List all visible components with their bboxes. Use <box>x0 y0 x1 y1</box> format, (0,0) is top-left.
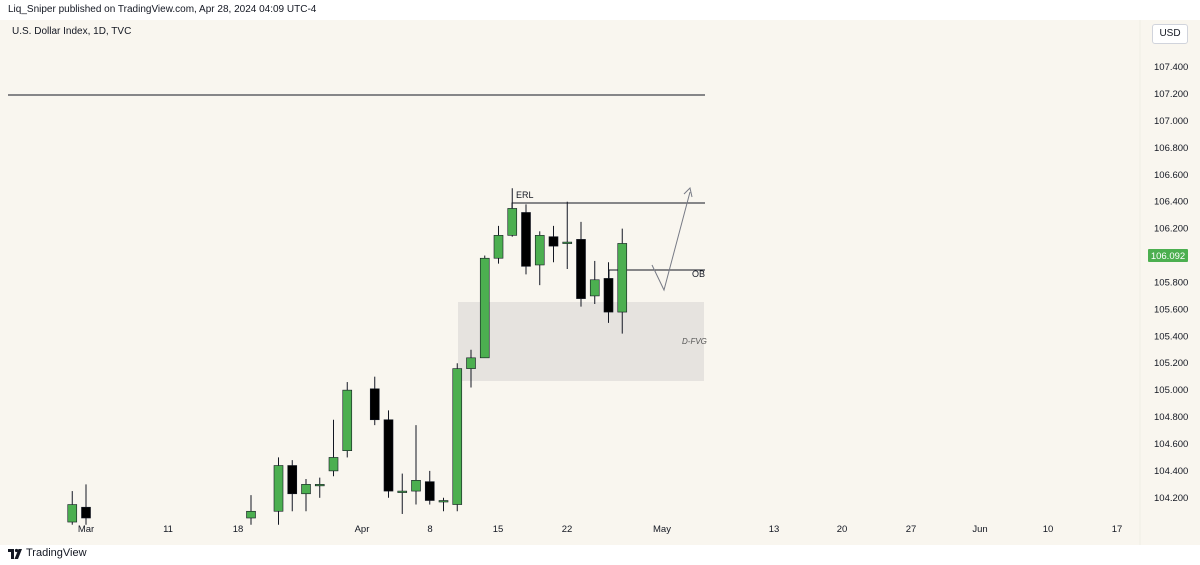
candles-group <box>67 188 628 525</box>
symbol-label[interactable]: U.S. Dollar Index, 1D, TVC <box>12 26 132 37</box>
time-tick-label: 18 <box>233 524 244 535</box>
fvg-label: D-FVG <box>682 337 707 346</box>
price-axis[interactable]: 107.600107.400107.200107.000106.800106.6… <box>1154 35 1188 504</box>
price-tick-label: 104.200 <box>1154 493 1188 504</box>
candle-up[interactable] <box>479 257 490 359</box>
time-tick-label: Jun <box>972 524 987 535</box>
price-tick-label: 105.000 <box>1154 385 1188 396</box>
currency-button[interactable]: USD <box>1152 24 1188 44</box>
price-tick-label: 107.400 <box>1154 62 1188 73</box>
time-tick-label: 15 <box>493 524 504 535</box>
candle-up[interactable] <box>534 235 545 266</box>
time-tick-label: 20 <box>837 524 848 535</box>
candle-down[interactable] <box>81 506 91 519</box>
time-tick-label: May <box>653 524 671 535</box>
projection-arrowhead <box>683 187 693 198</box>
time-tick-label: 10 <box>1043 524 1054 535</box>
price-tick-label: 105.800 <box>1154 277 1188 288</box>
candle-up[interactable] <box>314 484 325 487</box>
time-tick-label: 11 <box>163 524 173 535</box>
candle-up[interactable] <box>466 357 476 369</box>
fvg-zone <box>458 302 704 381</box>
price-tick-label: 106.600 <box>1154 170 1188 181</box>
candle-up[interactable] <box>452 368 463 505</box>
candle-up[interactable] <box>507 208 518 236</box>
time-tick-label: Mar <box>78 524 94 535</box>
erl-label: ERL <box>516 190 534 200</box>
price-tick-label: 105.400 <box>1154 331 1188 342</box>
candle-up[interactable] <box>438 500 449 503</box>
candle-down[interactable] <box>603 278 614 313</box>
candle-down[interactable] <box>521 212 531 267</box>
candle-down[interactable] <box>383 419 394 492</box>
candle-up[interactable] <box>589 279 600 297</box>
time-tick-label: 22 <box>562 524 573 535</box>
time-axis[interactable]: Mar 11 18 Apr 8 15 22 May 13 20 27 Jun 10 17 <box>78 524 1122 535</box>
time-tick-label: 8 <box>427 524 432 535</box>
candle-up[interactable] <box>342 389 353 452</box>
price-tick-label: 107.000 <box>1154 116 1188 127</box>
time-tick-label: 13 <box>769 524 780 535</box>
chart-area[interactable]: ERL OB D-FVG 107.600107.400107.200107.00… <box>0 20 1200 545</box>
candle-up[interactable] <box>411 480 421 492</box>
candle-down[interactable] <box>287 465 298 495</box>
price-tick-label: 107.200 <box>1154 89 1188 100</box>
price-tick-label: 104.400 <box>1154 466 1188 477</box>
time-tick-label: 27 <box>906 524 917 535</box>
price-tick-label: 106.800 <box>1154 143 1188 154</box>
brand-name[interactable]: TradingView <box>26 547 87 559</box>
candle-up[interactable] <box>246 510 256 519</box>
footer: TradingView <box>0 545 1200 565</box>
candle-down[interactable] <box>369 388 380 421</box>
price-tick-label: 106.200 <box>1154 224 1188 235</box>
price-tick-label: 105.200 <box>1154 358 1188 369</box>
candle-up[interactable] <box>273 465 284 512</box>
price-tick-label: 104.800 <box>1154 412 1188 423</box>
candle-up[interactable] <box>67 504 78 523</box>
candle-up[interactable] <box>397 490 408 493</box>
candle-down[interactable] <box>548 236 559 247</box>
candle-down[interactable] <box>424 481 435 501</box>
current-price-label: 106.092 <box>1151 251 1185 262</box>
candle-down[interactable] <box>576 239 586 299</box>
candle-up[interactable] <box>301 484 311 495</box>
time-tick-label: 17 <box>1112 524 1123 535</box>
erl-line[interactable] <box>511 202 705 213</box>
price-tick-label: 104.600 <box>1154 439 1188 450</box>
current-price-tag <box>1148 249 1188 262</box>
candle-up[interactable] <box>328 457 339 472</box>
publish-info: Liq_Sniper published on TradingView.com,… <box>8 4 317 15</box>
projection-path[interactable] <box>651 191 691 292</box>
price-tick-label: 106.400 <box>1154 197 1188 208</box>
price-tick-label: 105.600 <box>1154 304 1188 315</box>
chart-canvas[interactable]: ERL OB D-FVG 107.600107.400107.200107.00… <box>0 20 1200 545</box>
ob-label: OB <box>692 269 705 279</box>
time-tick-label: Apr <box>355 524 370 535</box>
tradingview-logo-icon[interactable] <box>8 548 24 560</box>
candle-up[interactable] <box>562 241 573 244</box>
candle-up[interactable] <box>617 243 628 313</box>
candle-up[interactable] <box>493 235 504 259</box>
